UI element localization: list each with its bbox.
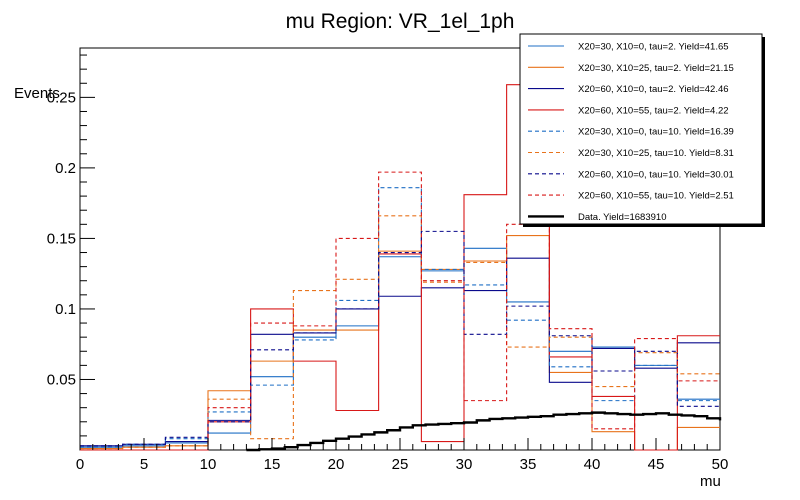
series-line-8: [80, 171, 720, 451]
x-axis-label: mu: [700, 473, 721, 490]
x-tick-label: 10: [200, 456, 217, 473]
y-tick-label: 0.05: [47, 371, 76, 388]
legend-label: X20=60, X10=55, tau=2. Yield=4.22: [578, 105, 729, 116]
series-line-3: [80, 257, 720, 447]
series-line-7: [80, 230, 720, 447]
series-line-2: [80, 235, 720, 451]
x-tick-label: 0: [76, 456, 84, 473]
legend-label: X20=60, X10=0, tau=10. Yield=30.01: [578, 169, 734, 180]
legend: X20=30, X10=0, tau=2. Yield=41.65 X20=30,…: [519, 33, 765, 227]
chart-title: mu Region: VR_1el_1ph: [286, 10, 515, 33]
x-tick-label: 35: [520, 456, 537, 473]
series-layer: [80, 84, 722, 452]
legend-label: Data. Yield=1683910: [578, 212, 666, 223]
legend-label: X20=30, X10=25, tau=10. Yield=8.31: [578, 148, 734, 159]
legend-label: X20=30, X10=25, tau=2. Yield=21.15: [578, 63, 734, 74]
y-tick-label: 0.25: [47, 89, 76, 106]
y-tick-label: 0.15: [47, 230, 76, 247]
legend-label: X20=60, X10=0, tau=2. Yield=42.46: [578, 84, 729, 95]
x-tick-label: 40: [584, 456, 601, 473]
x-tick-label: 5: [140, 456, 148, 473]
series-line-5: [80, 187, 720, 448]
x-tick-label: 25: [392, 456, 409, 473]
x-tick-label: 50: [712, 456, 729, 473]
series-line-4: [80, 84, 720, 451]
series-line-6: [80, 215, 720, 450]
legend-label: X20=30, X10=0, tau=10. Yield=16.39: [578, 127, 734, 138]
series-line-1: [80, 247, 720, 448]
data-series-line: [246, 411, 722, 452]
legend-label: X20=30, X10=0, tau=2. Yield=41.65: [578, 42, 729, 53]
y-tick-label: 0.1: [55, 301, 76, 318]
x-tick-label: 30: [456, 456, 473, 473]
plot-area: 0 5 10 15 20 25 30 35 40 45 50 0.05 0.1 0.15 0.2 0.25: [47, 47, 729, 473]
axis-layer: 0 5 10 15 20 25 30 35 40 45 50 0.05 0.1 0.15 0.2 0.25: [47, 54, 729, 473]
y-axis-label: Events: [14, 85, 60, 102]
x-tick-label: 15: [264, 456, 281, 473]
y-tick-label: 0.2: [55, 160, 76, 177]
x-tick-label: 45: [648, 456, 665, 473]
legend-box: [519, 33, 763, 225]
x-tick-label: 20: [328, 456, 345, 473]
legend-label: X20=60, X10=55, tau=10. Yield=2.51: [578, 191, 734, 202]
